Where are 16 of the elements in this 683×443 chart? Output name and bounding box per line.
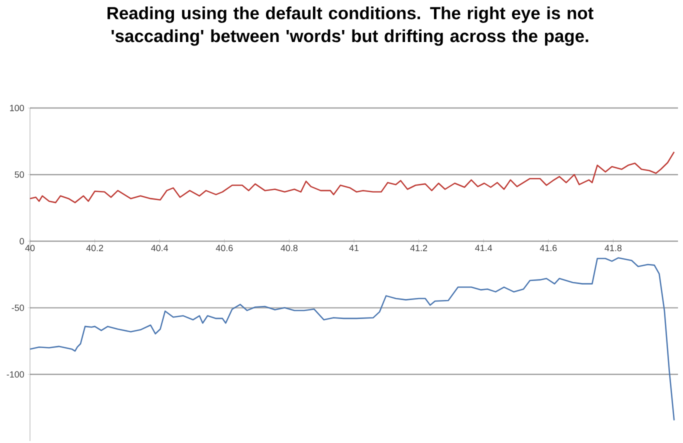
x-tick-label: 40.6 <box>216 244 233 252</box>
x-tick-label: 41.2 <box>410 244 428 252</box>
y-tick-label: 0 <box>20 238 24 244</box>
chart-title: Reading using the default conditions. The right eye is not 'saccading' between 'words' but drifting across the page. <box>108 6 594 46</box>
y-tick-label: -100 <box>6 371 24 378</box>
x-tick-label: 41.8 <box>604 244 622 252</box>
x-tick-label: 40 <box>25 244 35 252</box>
x-tick-label: 40.4 <box>151 244 168 252</box>
y-tick-label: 50 <box>14 171 24 178</box>
x-tick-label: 40.2 <box>86 244 104 252</box>
x-tick-label: 41 <box>349 244 359 252</box>
y-tick-label: 100 <box>10 104 24 112</box>
x-tick-label: 40.8 <box>280 244 298 252</box>
x-tick-label: 41.6 <box>540 244 557 252</box>
x-tick-label: 41.4 <box>475 244 492 252</box>
y-tick-label: -50 <box>12 304 24 311</box>
